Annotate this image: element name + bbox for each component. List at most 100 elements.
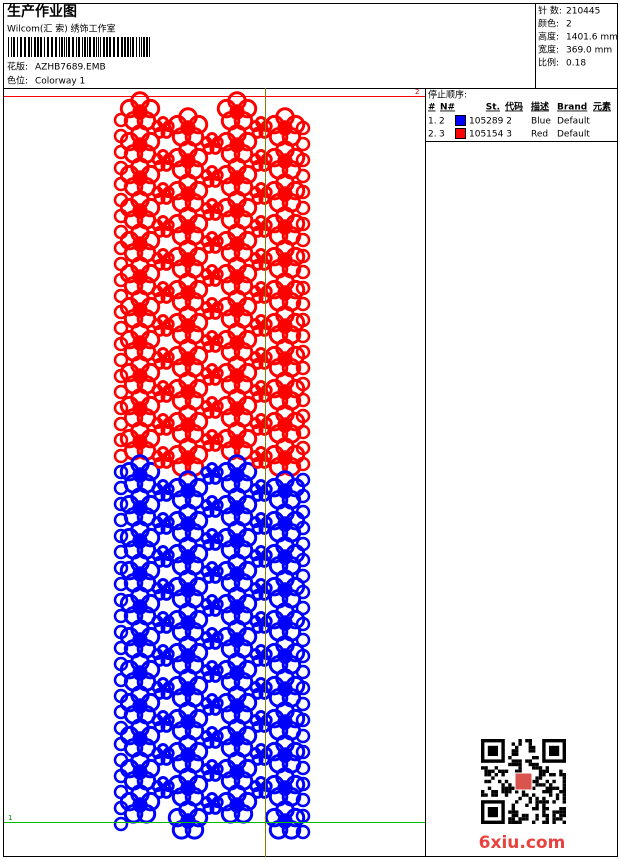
barcode-bar: [149, 37, 150, 57]
flower-center: [180, 813, 196, 829]
barcode-bar: [78, 37, 80, 57]
barcode-bar: [127, 37, 129, 57]
qr-module: [532, 756, 536, 760]
qr-module: [545, 790, 549, 794]
qr-module: [542, 790, 546, 794]
flower-center: [180, 417, 196, 433]
qr-module: [525, 759, 529, 763]
flower: [151, 380, 175, 403]
flower: [151, 281, 175, 304]
qr-module: [511, 803, 515, 807]
barcode-bar: [51, 37, 53, 57]
barcode-bar: [146, 37, 148, 57]
qr-module: [521, 793, 526, 797]
qr-module: [508, 820, 512, 824]
flower-center: [207, 436, 217, 446]
stat-label: 高度:: [538, 31, 559, 43]
qr-module: [562, 773, 566, 777]
qr-module: [535, 783, 539, 787]
flower: [249, 182, 273, 205]
qr-module: [555, 810, 560, 814]
flower: [216, 454, 258, 494]
edge-loop: [113, 752, 129, 768]
edge-loop: [113, 784, 129, 800]
flower: [200, 297, 224, 320]
flower: [216, 421, 258, 461]
edge-loop: [295, 712, 311, 728]
qr-module: [549, 793, 553, 797]
flower: [200, 132, 224, 155]
edge-loop: [113, 432, 129, 448]
qr-module: [559, 773, 563, 777]
flower: [119, 520, 161, 560]
column-header: 元素: [593, 101, 611, 113]
qr-module: [545, 813, 549, 818]
qr-finder: [487, 807, 498, 818]
flower-center: [132, 434, 148, 450]
column-header: #: [428, 103, 436, 113]
edge-loop: [295, 696, 311, 712]
flower: [151, 314, 175, 337]
qr-module: [562, 807, 566, 811]
edge-loop: [113, 288, 129, 304]
flower: [167, 173, 209, 213]
edge-loop: [113, 256, 129, 272]
qr-module: [535, 756, 539, 760]
edge-loop: [113, 560, 129, 576]
qr-module: [562, 810, 566, 814]
edge-loop: [295, 360, 311, 376]
flower-center: [207, 733, 217, 743]
flower-center: [180, 681, 196, 697]
barcode-bar: [103, 37, 105, 57]
flower-center: [277, 615, 293, 631]
edge-loop: [113, 176, 129, 192]
flower: [249, 215, 273, 238]
qr-module: [508, 790, 512, 794]
edge-loop: [113, 608, 129, 624]
qr-module: [542, 800, 546, 804]
flower-center: [229, 434, 245, 450]
qr-module: [545, 820, 549, 824]
flower: [216, 157, 258, 197]
flower-center: [180, 516, 196, 532]
barcode-bar: [117, 37, 119, 57]
edge-loop: [295, 424, 311, 440]
flower: [167, 206, 209, 246]
row-brand: Default: [557, 117, 590, 127]
qr-module: [511, 752, 515, 756]
flower-center: [277, 813, 293, 829]
qr-module: [562, 793, 566, 797]
qr-module: [511, 820, 515, 824]
flower: [249, 710, 273, 733]
qr-module: [487, 773, 492, 777]
flower-center: [207, 634, 217, 644]
qr-module: [521, 790, 526, 794]
edge-loop: [295, 392, 311, 408]
stat-value: 1401.6 mm: [566, 33, 618, 43]
company: Wilcom(汇 索) 绣饰工作室: [7, 23, 116, 35]
qr-finder: [487, 745, 498, 756]
watermark: 6xiu.com: [479, 833, 566, 853]
qr-module: [504, 793, 509, 797]
qr-module: [562, 776, 566, 780]
qr-module: [528, 800, 532, 804]
qr-module: [542, 807, 546, 811]
column-header: St.: [486, 103, 500, 113]
flower-center: [229, 797, 245, 813]
barcode-bar: [28, 37, 30, 57]
edge-loop: [295, 824, 311, 840]
stat-value: 0.18: [566, 59, 586, 69]
edge-loop: [113, 464, 129, 480]
qr-module: [532, 745, 536, 750]
barcode-bar: [76, 37, 77, 57]
qr-module: [498, 769, 502, 773]
barcode-bar: [87, 37, 88, 57]
qr-module: [542, 803, 546, 807]
flower: [216, 190, 258, 230]
qr-module: [545, 769, 549, 773]
flower: [200, 561, 224, 584]
qr-module: [562, 783, 566, 787]
edge-loop: [295, 472, 311, 488]
qr-module: [532, 762, 536, 767]
